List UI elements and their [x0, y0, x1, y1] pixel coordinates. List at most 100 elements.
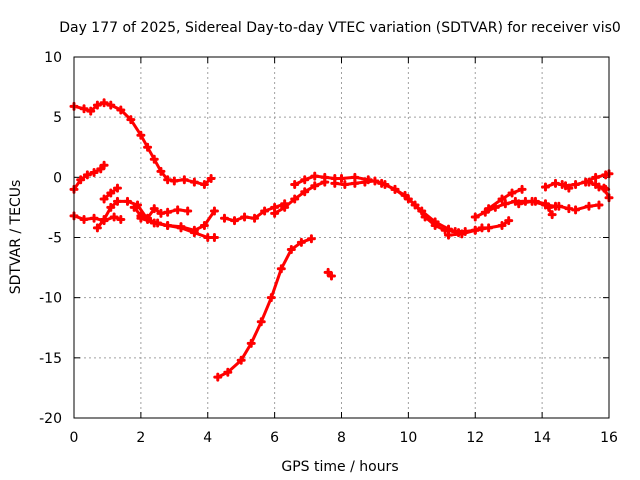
data-point	[173, 205, 183, 215]
series-arc-24	[584, 177, 611, 194]
data-point	[89, 168, 99, 178]
data-point	[554, 201, 564, 211]
data-point	[470, 212, 480, 222]
data-point	[571, 205, 581, 215]
data-point	[564, 183, 574, 193]
data-point	[149, 218, 159, 228]
x-tick-label: 6	[270, 430, 279, 446]
data-point	[199, 180, 209, 190]
series-arc-7	[136, 206, 219, 235]
data-point	[240, 212, 250, 222]
data-point	[79, 104, 89, 114]
y-tick-label: 0	[53, 170, 62, 186]
data-point	[116, 105, 126, 115]
data-point	[106, 202, 116, 212]
data-point	[99, 160, 109, 170]
series-arc-2	[69, 160, 109, 194]
data-point	[484, 204, 494, 214]
data-point	[163, 175, 173, 185]
data-point	[109, 212, 119, 222]
series-arc-11	[213, 234, 316, 382]
data-point	[290, 180, 300, 190]
data-point	[551, 178, 560, 188]
data-point	[136, 213, 146, 223]
data-point	[470, 225, 480, 235]
data-point	[256, 317, 266, 327]
series-arc-9	[270, 177, 330, 218]
data-point	[591, 172, 601, 182]
data-point	[547, 210, 557, 220]
data-point	[504, 216, 514, 226]
data-point	[417, 206, 427, 216]
series-line	[517, 199, 557, 208]
data-point	[99, 194, 109, 204]
series-arc-22	[571, 200, 604, 215]
data-point	[330, 178, 340, 188]
data-point	[203, 233, 213, 242]
data-point	[260, 206, 270, 216]
data-point	[112, 183, 122, 193]
data-point	[79, 214, 89, 224]
data-point	[306, 234, 316, 244]
data-point	[156, 208, 166, 218]
series-arc-17	[484, 184, 527, 214]
data-point	[163, 207, 173, 217]
data-point	[123, 196, 132, 206]
data-point	[246, 338, 256, 348]
data-point	[290, 194, 300, 204]
y-tick-label: -20	[39, 411, 62, 427]
data-point	[584, 201, 594, 211]
y-tick-label: -15	[39, 351, 62, 367]
data-point	[250, 213, 260, 223]
data-point	[507, 188, 517, 198]
data-point	[430, 217, 440, 227]
data-point	[280, 202, 290, 212]
data-point	[89, 213, 99, 223]
data-point	[363, 175, 373, 185]
data-point	[219, 213, 229, 223]
data-point	[601, 184, 611, 194]
data-point	[179, 175, 189, 185]
data-point	[403, 194, 413, 204]
series-arc-21	[557, 180, 574, 193]
data-point	[527, 196, 537, 206]
data-point	[116, 214, 126, 224]
data-point	[377, 178, 387, 188]
x-tick-label: 14	[533, 430, 551, 446]
series-arc-3	[69, 211, 126, 226]
data-point	[444, 230, 453, 240]
data-point	[564, 204, 574, 214]
data-point	[209, 206, 219, 216]
data-point	[584, 177, 594, 187]
series-line	[216, 237, 313, 379]
plot-frame	[73, 56, 610, 419]
data-series	[69, 98, 614, 382]
x-tick-label: 2	[136, 430, 145, 446]
data-point	[183, 206, 193, 216]
data-point	[517, 184, 527, 194]
series-arc-15	[444, 216, 514, 240]
x-tick-label: 10	[399, 430, 417, 446]
data-point	[82, 170, 92, 180]
data-point	[209, 233, 219, 242]
x-tick-label: 12	[466, 430, 484, 446]
series-arc-20	[544, 201, 574, 214]
data-point	[286, 245, 296, 255]
data-point	[169, 176, 179, 186]
data-point	[106, 100, 116, 110]
data-point	[300, 175, 310, 185]
data-point	[484, 223, 494, 233]
data-point	[213, 372, 223, 382]
data-point	[156, 166, 166, 176]
data-point	[276, 264, 286, 274]
data-point	[189, 177, 199, 187]
data-point	[99, 98, 109, 108]
data-point	[189, 225, 199, 235]
data-point	[199, 220, 209, 230]
data-point	[540, 182, 550, 192]
chart-title: Day 177 of 2025, Sidereal Day-to-day VTE…	[59, 20, 621, 36]
data-point	[126, 115, 136, 125]
data-point	[497, 194, 507, 204]
series-arc-13	[330, 176, 487, 236]
